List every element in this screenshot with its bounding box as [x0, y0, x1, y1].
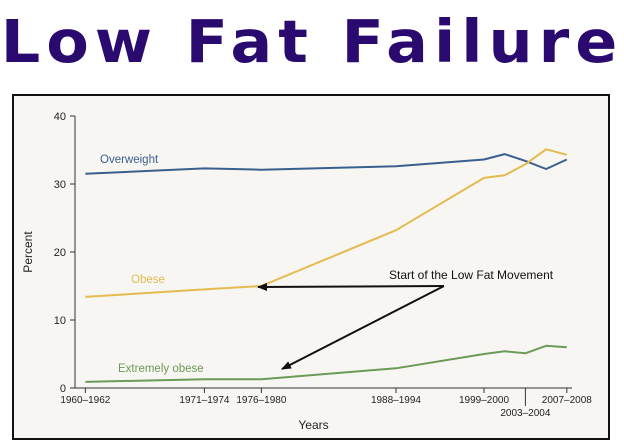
series-line	[85, 148, 568, 298]
annotation: Start of the Low Fat Movement	[257, 268, 554, 370]
x-tick-label: 1976–1980	[236, 395, 286, 406]
x-tick-label: 1999–2000	[459, 395, 509, 406]
series-lines	[85, 148, 568, 383]
x-tick-label: 2003–2004	[500, 408, 550, 419]
annotation-arrow	[281, 285, 445, 370]
y-tick-label: 0	[60, 383, 66, 395]
series-labels: Overweight Obese Extremely obese	[100, 154, 204, 375]
x-tick-label: 1971–1974	[179, 395, 229, 406]
x-tick-label: 2007–2008	[542, 395, 592, 406]
series-label: Extremely obese	[118, 363, 204, 375]
y-tick-label: 40	[54, 111, 66, 123]
annotation-label: Start of the Low Fat Movement	[389, 268, 554, 282]
x-tick-label: 1988–1994	[371, 395, 421, 406]
annotation-arrow	[257, 282, 445, 291]
series-label: Overweight	[100, 154, 159, 166]
series-line	[85, 344, 567, 383]
banner-title: Low Fat Failure	[0, 6, 624, 76]
y-tick-label: 10	[54, 315, 66, 327]
series-label: Obese	[131, 274, 165, 286]
axes: 0 10 20 30 40 1960–1962 1971–1974 1976–1980 1988…	[21, 111, 592, 432]
y-axis-title: Percent	[21, 231, 35, 273]
chart-frame	[12, 94, 610, 440]
x-axis-title: Years	[298, 418, 328, 432]
y-tick-label: 30	[54, 179, 66, 191]
y-tick-label: 20	[54, 247, 66, 259]
series-line	[85, 153, 568, 175]
banner: Low Fat Failure	[0, 0, 624, 82]
x-tick-label: 1960–1962	[60, 395, 110, 406]
